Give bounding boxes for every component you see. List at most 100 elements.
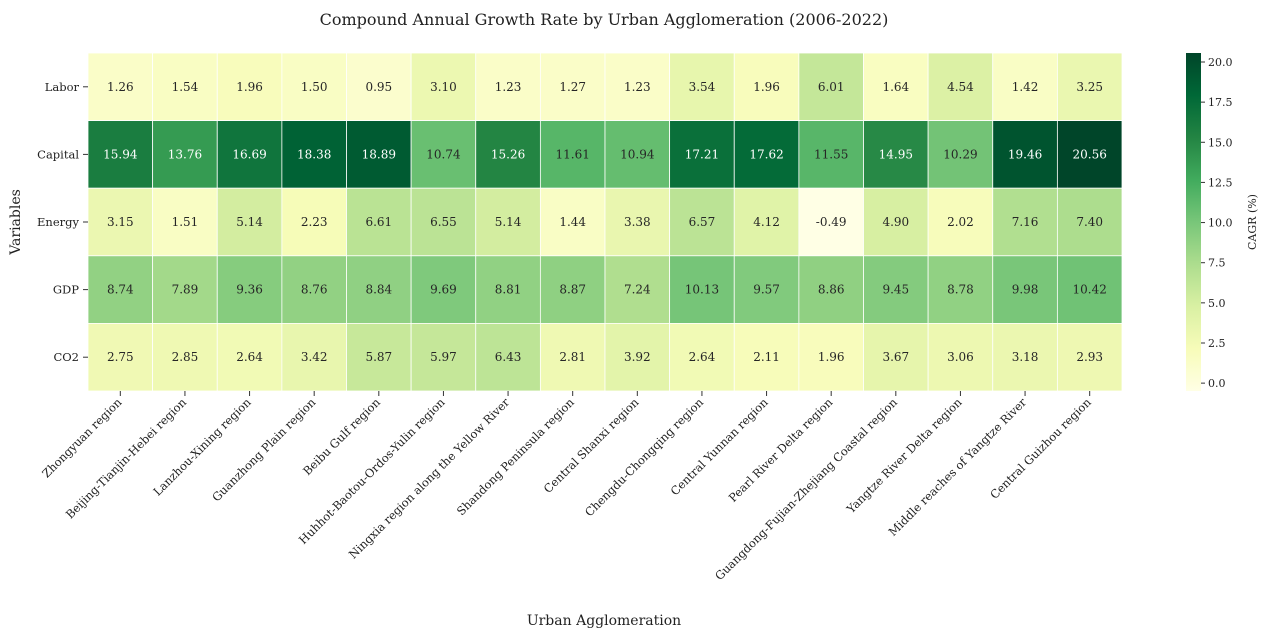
heatmap-cell <box>281 52 347 121</box>
cell-value-label: 6.43 <box>495 350 522 364</box>
heatmap-cell <box>281 187 347 257</box>
heatmap-cell <box>1056 52 1123 121</box>
heatmap-cell <box>604 255 671 324</box>
cell-value-label: 9.36 <box>236 283 263 297</box>
cell-value-label: 2.02 <box>947 215 974 229</box>
heatmap-cell <box>863 52 929 121</box>
colorbar-tick-label: 7.5 <box>1208 257 1226 270</box>
heatmap-cell <box>346 120 412 189</box>
x-tick-label: Beijing-Tianjin-Hebei region <box>63 395 190 522</box>
colorbar-tick-label: 20.0 <box>1208 56 1233 69</box>
cell-value-label: 13.76 <box>168 147 202 161</box>
cell-value-label: 5.14 <box>495 215 522 229</box>
cell-value-label: 20.56 <box>1073 147 1107 161</box>
cell-value-label: 3.92 <box>624 350 651 364</box>
heatmap-cell <box>863 322 929 392</box>
cell-value-label: 16.69 <box>232 147 266 161</box>
cell-value-label: 1.96 <box>818 350 845 364</box>
heatmap-cell <box>927 52 994 121</box>
heatmap-cell <box>475 187 541 257</box>
cell-value-label: 8.86 <box>818 283 845 297</box>
cell-value-label: 1.96 <box>753 80 780 94</box>
x-tick-label: Guanzhong Plain region <box>209 395 319 505</box>
cell-value-label: 3.15 <box>107 215 134 229</box>
cell-value-label: 10.74 <box>426 147 461 161</box>
heatmap-cell <box>281 120 347 189</box>
heatmap-cell <box>798 120 864 189</box>
heatmap-cell <box>539 187 606 257</box>
cell-value-label: 5.14 <box>236 215 263 229</box>
chart-title: Compound Annual Growth Rate by Urban Agg… <box>320 10 889 29</box>
heatmap-cell <box>87 120 154 189</box>
heatmap-cell <box>669 52 735 121</box>
cell-value-label: 2.64 <box>236 350 263 364</box>
cell-value-label: 17.62 <box>749 147 783 161</box>
colorbar-tick-label: 12.5 <box>1208 176 1233 189</box>
x-tick-label: Huhhot-Baotou-Ordos-Yulin region <box>296 395 448 547</box>
heatmap-cell <box>798 322 864 392</box>
heatmap-cell <box>733 255 800 324</box>
heatmap-cell <box>152 255 218 324</box>
heatmap-cell <box>927 322 994 392</box>
x-tick-label: Chengdu-Chongqing region <box>582 395 706 519</box>
cell-value-label: 3.18 <box>1012 350 1039 364</box>
cell-value-label: 8.84 <box>365 283 392 297</box>
y-axis-label: Variables <box>8 189 24 256</box>
cell-value-label: 8.76 <box>301 283 328 297</box>
cell-value-label: 3.38 <box>624 215 651 229</box>
heatmap-cell <box>216 255 283 324</box>
heatmap-cell <box>346 187 412 257</box>
cell-value-label: 1.54 <box>172 80 199 94</box>
cell-value-label: 7.89 <box>172 283 199 297</box>
colorbar-tick-label: 15.0 <box>1208 136 1233 149</box>
cell-value-label: -0.49 <box>816 215 847 229</box>
heatmap-cell <box>410 120 477 189</box>
cell-value-label: 1.42 <box>1012 80 1039 94</box>
cell-value-label: 2.11 <box>753 350 780 364</box>
cell-value-label: 3.67 <box>882 350 909 364</box>
heatmap-cell <box>604 120 671 189</box>
heatmap-cell <box>992 322 1058 392</box>
x-tick-label: Shandong Peninsula region <box>454 395 577 518</box>
cell-value-label: 11.55 <box>814 147 848 161</box>
heatmap-cell <box>539 322 606 392</box>
heatmap-cell <box>410 187 477 257</box>
heatmap-cell <box>216 120 283 189</box>
cell-value-label: 2.93 <box>1076 350 1103 364</box>
y-tick-label: Energy <box>37 215 79 229</box>
cell-value-label: 3.06 <box>947 350 974 364</box>
heatmap-cell <box>733 322 800 392</box>
cell-value-label: 9.69 <box>430 283 457 297</box>
x-axis-label: Urban Agglomeration <box>527 613 681 629</box>
colorbar-tick-label: 2.5 <box>1208 337 1226 350</box>
y-tick-label: Capital <box>37 147 79 161</box>
heatmap-cell <box>733 120 800 189</box>
heatmap-cell <box>863 255 929 324</box>
cell-value-label: 18.38 <box>297 147 331 161</box>
cell-value-label: 15.26 <box>491 147 525 161</box>
heatmap-cell <box>152 52 218 121</box>
colorbar-tick-label: 0.0 <box>1208 377 1226 390</box>
heatmap-cell <box>410 255 477 324</box>
cell-value-label: 10.42 <box>1073 283 1107 297</box>
y-tick-label: Labor <box>45 80 80 94</box>
colorbar-tick-label: 10.0 <box>1208 217 1233 230</box>
heatmap-cell <box>669 187 735 257</box>
cell-value-label: 1.64 <box>882 80 909 94</box>
cell-value-label: 19.46 <box>1008 147 1042 161</box>
colorbar-label: CAGR (%) <box>1246 194 1259 250</box>
heatmap-cell <box>733 187 800 257</box>
cell-value-label: 9.45 <box>882 283 909 297</box>
cell-value-label: 2.23 <box>301 215 328 229</box>
cell-value-label: 3.25 <box>1076 80 1103 94</box>
x-tick-label: Middle reaches of Yangtze River <box>886 395 1030 539</box>
colorbar-ticks: 0.0 2.5 5.0 7.5 10.0 12.5 15.0 17.5 20.0 <box>1201 56 1233 390</box>
cell-value-label: 8.78 <box>947 283 974 297</box>
heatmap-cell <box>410 322 477 392</box>
heatmap-cell <box>1056 322 1123 392</box>
cell-value-label: 1.51 <box>172 215 199 229</box>
heatmap-cell <box>798 52 864 121</box>
cell-value-label: 8.87 <box>559 283 586 297</box>
cell-value-label: 3.54 <box>689 80 716 94</box>
